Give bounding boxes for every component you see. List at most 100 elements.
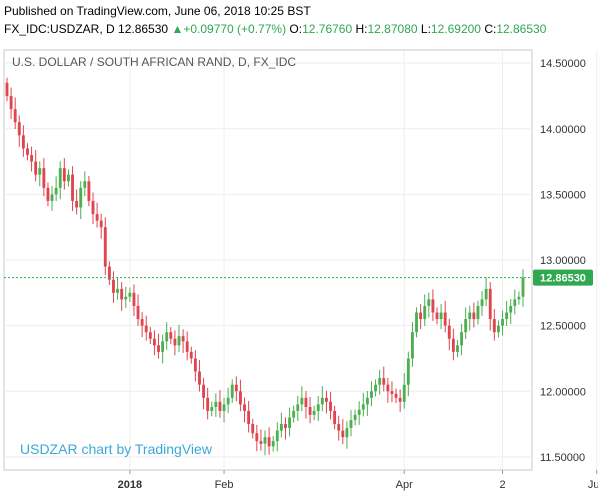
candle-body bbox=[324, 397, 328, 402]
candle-body bbox=[161, 341, 165, 352]
candle-body bbox=[58, 168, 62, 188]
candle-body bbox=[202, 384, 206, 398]
low-label: L: bbox=[420, 22, 431, 36]
candle-body bbox=[419, 312, 423, 320]
candle-body bbox=[427, 299, 431, 306]
candle-body bbox=[288, 417, 292, 428]
candle-body bbox=[140, 319, 144, 326]
candle-body bbox=[521, 277, 525, 297]
candle-body bbox=[513, 299, 517, 306]
high-value: 12.87080 bbox=[367, 22, 418, 36]
candle-body bbox=[415, 312, 418, 333]
candle-body bbox=[46, 187, 50, 201]
candle-body bbox=[304, 397, 308, 407]
candle-body bbox=[476, 305, 480, 320]
candle-body bbox=[26, 148, 29, 155]
candle-body bbox=[95, 214, 99, 221]
candle-body bbox=[255, 433, 259, 442]
candle-body bbox=[509, 305, 513, 313]
candle-body bbox=[13, 109, 17, 123]
y-tick-label: 13.50000 bbox=[540, 189, 586, 201]
high-label: H: bbox=[355, 22, 368, 36]
candle-body bbox=[501, 319, 504, 326]
candle-body bbox=[34, 161, 38, 175]
candle-body bbox=[144, 325, 148, 333]
candle-body bbox=[83, 181, 87, 188]
close-label: C: bbox=[484, 22, 497, 36]
time-axis[interactable]: 2018 Feb Apr 2 Jun bbox=[118, 470, 598, 491]
last-price-tag bbox=[533, 269, 593, 286]
candle-body bbox=[71, 174, 74, 201]
candle-body bbox=[361, 404, 365, 410]
candle-body bbox=[107, 266, 111, 280]
candle-body bbox=[62, 168, 66, 182]
price-axis[interactable]: 14.50000 14.00000 13.50000 13.00000 12.50000… bbox=[540, 58, 586, 464]
published-line: Published on TradingView.com, June 06, 2… bbox=[4, 4, 311, 18]
candle-body bbox=[148, 332, 152, 339]
candle-body bbox=[271, 441, 275, 447]
y-tick-label: 12.50000 bbox=[540, 321, 586, 333]
low-value: 12.69200 bbox=[430, 22, 481, 36]
candle-body bbox=[480, 299, 484, 306]
y-tick-label: 11.50000 bbox=[540, 452, 585, 464]
candle-body bbox=[374, 384, 378, 392]
candle-body bbox=[198, 371, 201, 385]
candle-body bbox=[464, 319, 468, 333]
candle-body bbox=[157, 345, 160, 352]
candle-body bbox=[243, 404, 246, 411]
candle-body bbox=[357, 409, 361, 415]
candle-body bbox=[30, 155, 34, 162]
candle-body bbox=[492, 319, 496, 333]
candle-body bbox=[185, 341, 189, 352]
candle-body bbox=[267, 437, 271, 447]
candle-body bbox=[66, 174, 70, 182]
x-tick-label: 2018 bbox=[118, 479, 142, 491]
candle-body bbox=[279, 424, 283, 431]
y-tick-label: 12.00000 bbox=[540, 386, 586, 398]
candle-body bbox=[50, 194, 54, 201]
symbol-label: FX_IDC:USDZAR, D bbox=[4, 22, 115, 36]
candle-body bbox=[300, 397, 304, 405]
x-tick-label: Feb bbox=[215, 479, 234, 491]
candle-body bbox=[116, 288, 120, 293]
y-tick-label: 14.50000 bbox=[540, 58, 586, 70]
candle-body bbox=[312, 410, 316, 415]
change-value: +0.09770 (+0.77%) bbox=[183, 22, 287, 36]
candle-body bbox=[9, 95, 13, 110]
grid bbox=[4, 50, 598, 470]
candle-body bbox=[423, 305, 427, 320]
candle-body bbox=[394, 393, 398, 398]
candle-body bbox=[218, 401, 222, 411]
candle-body bbox=[341, 430, 345, 438]
candle-body bbox=[365, 397, 369, 405]
candle-body bbox=[120, 288, 124, 300]
candle-body bbox=[517, 296, 521, 300]
candle-body bbox=[316, 404, 320, 411]
candle-body bbox=[21, 135, 25, 149]
candle-body bbox=[128, 292, 132, 297]
candle-body bbox=[460, 332, 464, 346]
candle-body bbox=[165, 332, 169, 342]
candle-body bbox=[349, 420, 353, 428]
price-chart[interactable]: 14.50000 14.00000 13.50000 13.00000 12.50000… bbox=[0, 42, 598, 497]
candle-body bbox=[472, 312, 476, 320]
candle-body bbox=[308, 407, 312, 415]
candle-body bbox=[370, 391, 373, 398]
last-price: 12.86530 bbox=[118, 22, 169, 36]
candle-body bbox=[189, 351, 193, 359]
candle-body bbox=[406, 358, 410, 385]
candle-body bbox=[38, 168, 42, 175]
candle-body bbox=[124, 296, 128, 300]
candle-body bbox=[226, 397, 230, 405]
candle-body bbox=[435, 312, 439, 320]
candle-body bbox=[296, 404, 300, 411]
last-price-tag-label: 12.86530 bbox=[540, 273, 586, 285]
y-tick-label: 13.00000 bbox=[540, 255, 586, 267]
candle-body bbox=[468, 312, 472, 320]
candle-body bbox=[439, 312, 443, 320]
candle-body bbox=[206, 397, 210, 411]
candle-body bbox=[431, 299, 435, 313]
candle-body bbox=[42, 168, 46, 188]
y-tick-label: 14.00000 bbox=[540, 124, 586, 136]
